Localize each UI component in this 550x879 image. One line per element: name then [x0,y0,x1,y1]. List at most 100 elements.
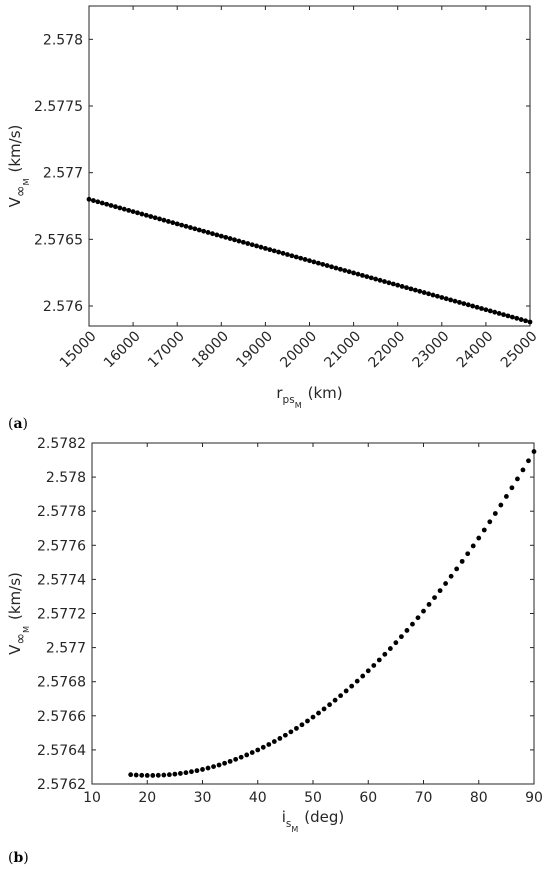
x-tick-label: 20000 [277,328,320,371]
data-point [373,276,379,282]
data-point [382,279,387,284]
data-point [222,760,228,766]
data-point [439,295,445,300]
data-point [415,615,421,621]
data-point [165,219,171,224]
data-point [421,290,427,295]
data-point [515,476,520,482]
data-point [258,244,264,250]
data-point [139,211,145,217]
data-point [305,718,310,724]
data-point [487,308,493,314]
data-point [527,319,533,325]
data-point [86,196,92,202]
data-point [282,732,288,738]
data-point [104,201,110,207]
data-point [172,771,178,777]
data-point [448,573,454,579]
data-point [470,303,476,309]
data-point [255,747,261,753]
data-point [443,581,448,586]
data-point [404,628,410,633]
data-point [130,209,136,215]
data-point [99,200,105,206]
data-point [360,272,365,278]
data-point [399,634,404,640]
data-point [465,551,471,557]
y-axis-label: V∞M(km/s) [6,125,31,208]
data-point [487,519,493,525]
data-point [310,714,316,720]
data-point [189,769,194,775]
y-tick-label: 2.5772 [37,607,86,623]
y-tick-label: 2.576 [43,299,83,315]
y-tick-label: 2.578 [46,470,86,486]
x-tick-label: 70 [415,790,433,806]
data-point [498,502,504,508]
data-point [298,255,304,261]
data-point [393,640,399,646]
data-point [354,678,360,684]
x-tick-label: 19000 [233,328,276,371]
data-point [200,767,205,772]
plot-area-frame [88,5,531,327]
data-point [245,241,251,246]
data-point [338,693,344,699]
data-point [211,764,216,770]
data-point [293,254,299,260]
data-point [368,275,374,281]
y-tick-label: 2.577 [46,641,86,657]
data-point [454,566,460,572]
data-point [343,688,349,694]
x-tick-label: 21000 [321,328,364,371]
data-point [461,301,467,306]
data-point [452,298,458,304]
data-point [399,284,405,289]
data-point [192,226,198,232]
y-tick-label: 2.5766 [37,709,86,725]
data-point [386,280,392,286]
panel-label: (b) [8,850,29,866]
data-point [311,259,317,265]
chart-panel-b: 10 20 30 40 50 60 70 80 90 2.5762 2.5764 2.5766 2.57… [6,436,543,866]
data-point [143,212,149,218]
data-point [503,494,509,499]
y-axis-label: V∞M(km/s) [6,572,31,655]
data-point [152,215,158,221]
data-point [514,315,520,321]
data-point [382,651,388,657]
data-point [277,736,283,741]
data-point [421,608,426,614]
data-point [244,752,250,758]
x-tick-label: 23000 [410,328,453,371]
data-point [496,311,502,316]
data-point [360,673,366,679]
data-point [327,702,332,708]
data-point [320,261,326,267]
data-point [377,277,383,283]
data-point [227,236,233,241]
data-point [210,231,215,237]
data-point [410,621,415,627]
data-point [218,233,224,239]
data-point [337,266,343,272]
x-tick-label: 15000 [57,328,100,371]
data-point [155,772,161,778]
data-point [476,535,482,541]
data-point [288,729,294,735]
data-point [294,725,299,731]
data-point [479,306,484,311]
data-point [465,302,471,308]
data-point [509,314,515,320]
x-tick-label: 80 [470,790,488,806]
data-point [395,282,401,288]
y-tick-label: 2.5778 [37,504,86,520]
data-point [505,313,511,319]
data-point [117,205,123,211]
data-point [481,527,487,533]
data-point [448,297,454,303]
data-point [139,772,145,778]
data-point [157,216,162,222]
data-point [280,250,286,256]
